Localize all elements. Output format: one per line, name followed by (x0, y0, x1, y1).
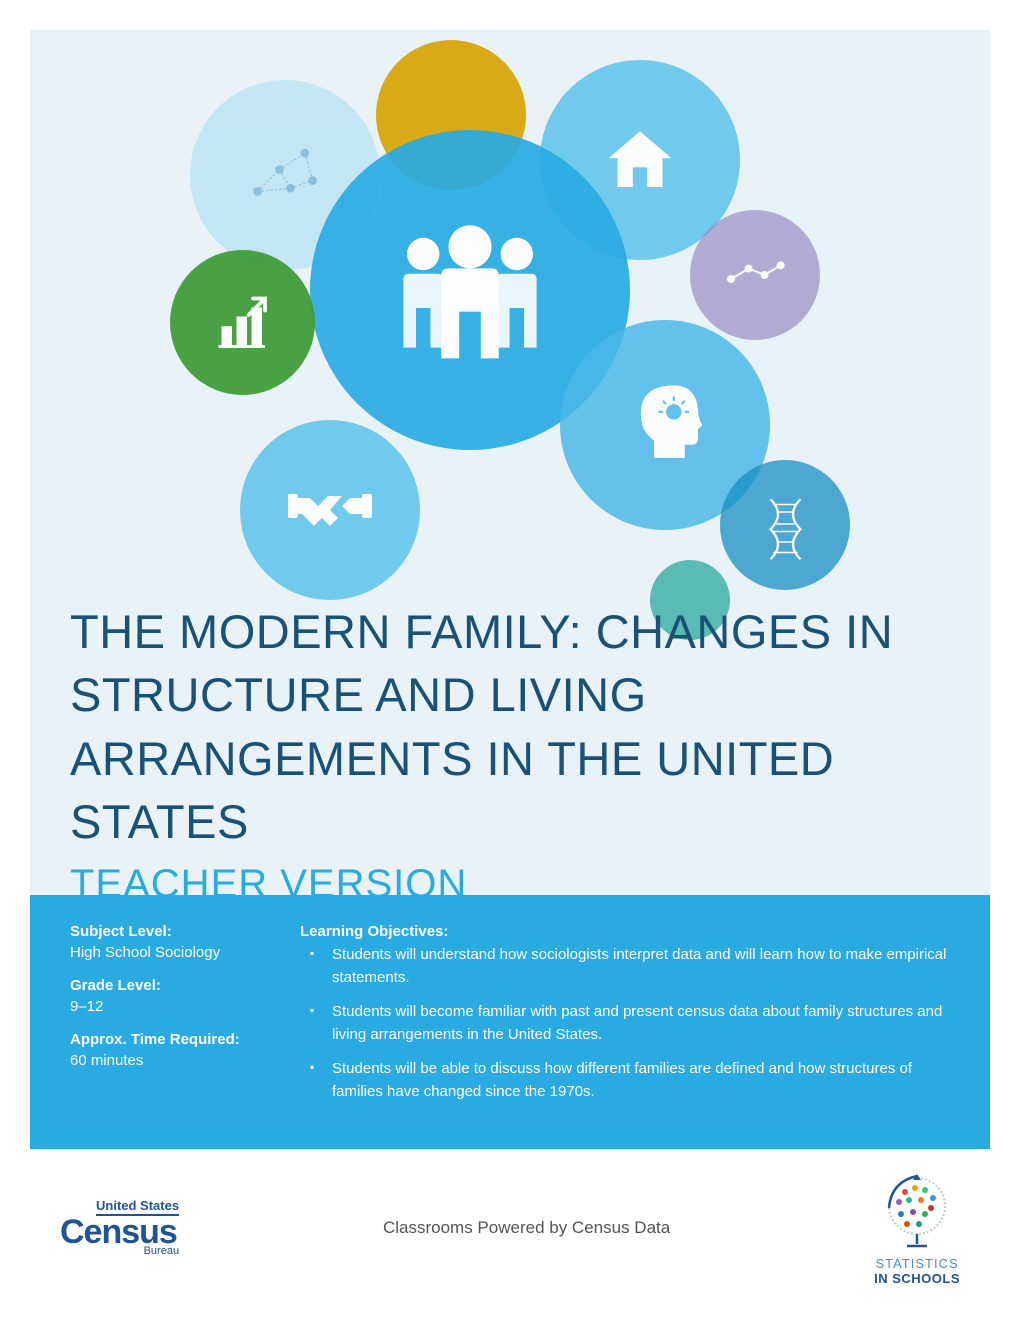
info-left-column: Subject Level: High School Sociology Gra… (70, 923, 300, 1115)
sis-text-line2: IN SCHOOLS (874, 1271, 960, 1286)
census-logo-sub: Bureau (144, 1245, 179, 1257)
infographic-circles (160, 40, 860, 580)
info-panel: Subject Level: High School Sociology Gra… (30, 895, 990, 1149)
handshake-circle (240, 420, 420, 600)
objectives-list: Students will understand how sociologist… (300, 944, 950, 1103)
main-title: THE MODERN FAMILY: CHANGES IN STRUCTURE … (70, 600, 950, 854)
objectives-label: Learning Objectives: (300, 923, 950, 940)
info-right-column: Learning Objectives: Students will under… (300, 923, 950, 1115)
footer-tagline: Classrooms Powered by Census Data (383, 1218, 670, 1238)
census-logo: United States Census Bureau (60, 1198, 179, 1256)
time-label: Approx. Time Required: (70, 1031, 300, 1048)
time-value: 60 minutes (70, 1052, 300, 1069)
globe-icon (877, 1170, 957, 1250)
subject-label: Subject Level: (70, 923, 300, 940)
title-block: THE MODERN FAMILY: CHANGES IN STRUCTURE … (70, 600, 950, 907)
objective-item: Students will become familiar with past … (318, 1001, 950, 1046)
purple-circle (690, 210, 820, 340)
grade-value: 9–12 (70, 998, 300, 1015)
chart-circle (170, 250, 315, 395)
objective-item: Students will understand how sociologist… (318, 944, 950, 989)
sis-text-line1: STATISTICS (874, 1256, 960, 1271)
footer: United States Census Bureau Classrooms P… (0, 1135, 1020, 1320)
statistics-in-schools-logo: STATISTICS IN SCHOOLS (874, 1170, 960, 1286)
grade-label: Grade Level: (70, 977, 300, 994)
dna-circle (720, 460, 850, 590)
subject-value: High School Sociology (70, 944, 300, 961)
objective-item: Students will be able to discuss how dif… (318, 1058, 950, 1103)
